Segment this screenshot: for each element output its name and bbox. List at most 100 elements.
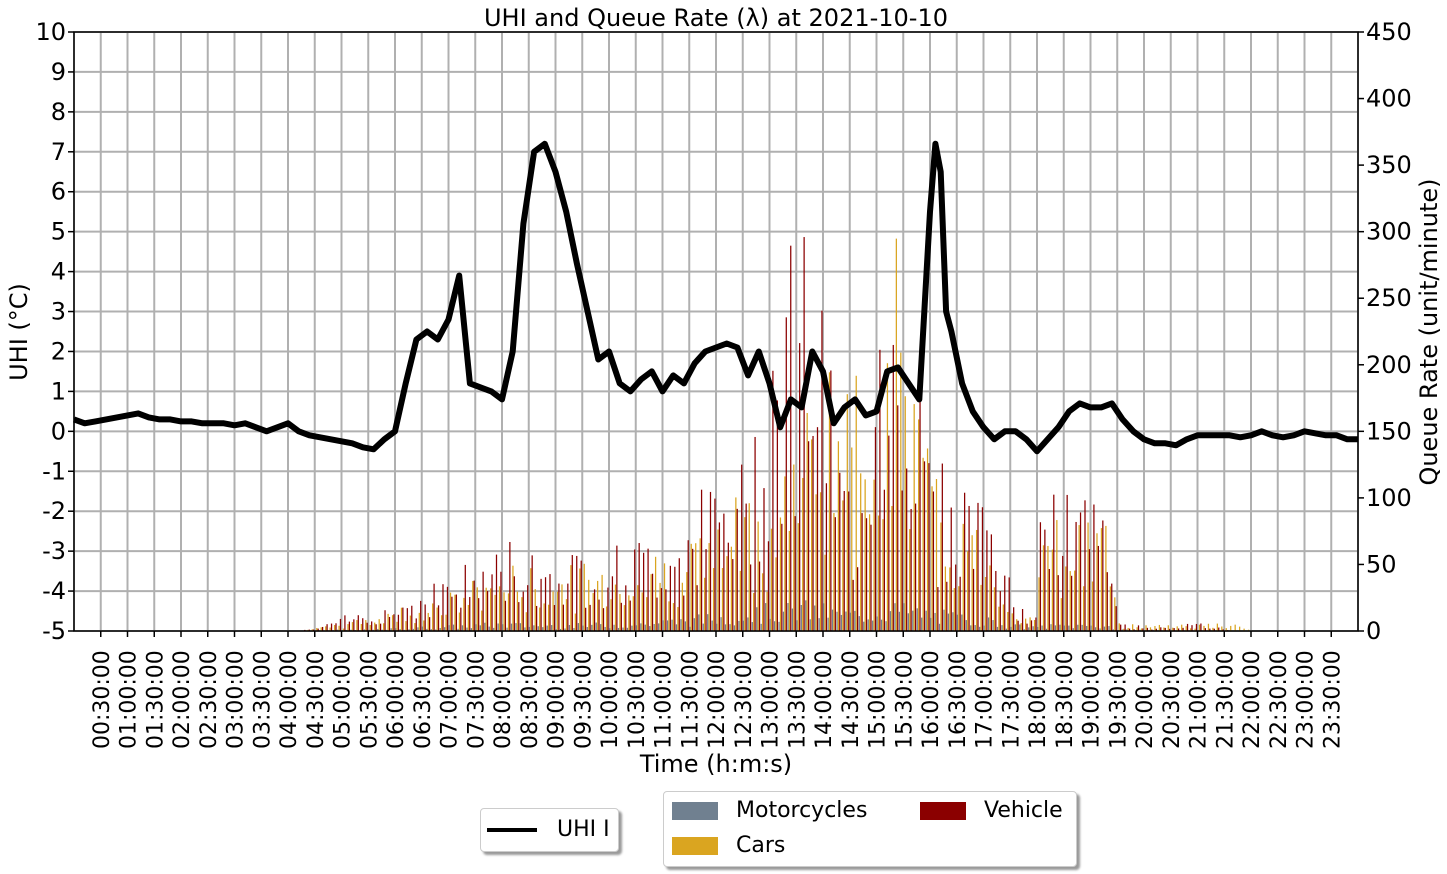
bar-vehicle [995,570,997,631]
bar-motorcycles [707,614,709,631]
bar-cars [436,607,438,631]
bar-vehicle [1213,628,1215,631]
bar-vehicle [741,464,743,631]
bar-motorcycles [439,628,441,631]
bar-cars [396,621,398,631]
bar-vehicle [433,583,435,631]
bar-vehicle [500,571,502,631]
bar-motorcycles [952,612,954,631]
bar-cars [775,557,777,631]
bar-vehicle [732,559,734,631]
bar-motorcycles [631,625,633,631]
bar-motorcycles [555,629,557,631]
bar-motorcycles [970,625,972,631]
bar-motorcycles [635,625,638,631]
bar-vehicle [1120,624,1122,631]
bar-motorcycles [452,624,455,631]
bar-cars [369,624,371,631]
bar-vehicle [709,491,712,631]
bar-cars [1042,545,1045,631]
bar-vehicle [1155,628,1157,631]
left-tick-label: 3 [51,298,66,326]
bar-vehicle [977,502,979,631]
bar-motorcycles [640,623,642,631]
bar-vehicle [763,488,765,631]
bar-vehicle [589,604,591,631]
bar-cars [1145,625,1147,631]
bar-cars [677,607,679,631]
bar-vehicle [888,435,890,631]
bar-motorcycles [1077,624,1079,631]
bar-vehicle [1160,627,1162,631]
bar-vehicle [1133,629,1135,631]
bar-cars [940,522,942,631]
bar-cars [539,607,541,631]
bar-cars [516,591,519,631]
bar-motorcycles [390,628,392,631]
bar-motorcycles [840,614,843,631]
bar-cars [338,625,340,631]
right-tick-label: 300 [1366,218,1412,246]
bar-cars [1002,604,1004,631]
bar-motorcycles [1014,624,1016,631]
bar-cars [842,500,844,631]
bar-vehicle [1218,627,1220,631]
bar-motorcycles [649,626,651,631]
bar-motorcycles [885,621,887,631]
bar-vehicle [986,530,988,631]
bar-motorcycles [814,605,816,631]
bar-vehicle [1017,620,1019,631]
bar-cars [797,523,799,631]
bar-vehicle [807,441,810,631]
bar-vehicle [981,507,984,631]
bar-vehicle [558,583,560,631]
bar-vehicle [437,605,440,631]
bar-cars [659,582,661,631]
x-tick-label: 06:30:00 [411,650,436,749]
bar-vehicle [1013,607,1015,631]
bar-cars [828,372,831,631]
bar-cars [1033,619,1036,631]
bar-cars [704,577,706,631]
bar-motorcycles [426,628,428,631]
bar-vehicle [1146,627,1149,631]
x-tick-label: 03:30:00 [250,650,275,749]
bar-vehicle [696,585,698,631]
bar-vehicle [723,513,725,631]
bar-motorcycles [800,604,802,631]
bar-vehicle [527,585,529,631]
bar-motorcycles [604,626,606,631]
bar-motorcycles [1094,627,1097,631]
bar-vehicle [1186,623,1189,631]
bar-motorcycles [720,617,722,631]
bar-motorcycles [644,624,646,631]
bar-vehicle [999,591,1001,631]
bar-vehicle [535,605,538,631]
legend-label-motorcycles: Motorcycles [736,798,868,823]
left-tick-label: 1 [51,377,66,405]
bar-cars [1025,618,1027,631]
bar-motorcycles [849,612,852,631]
bar-cars [623,605,626,631]
bar-vehicle [313,629,315,631]
x-tick-label: 04:00:00 [277,650,302,749]
bar-vehicle [1079,512,1082,631]
bar-cars [418,612,420,631]
bar-cars [1158,624,1161,631]
bar-motorcycles [626,627,629,631]
x-tick-label: 02:30:00 [197,650,222,749]
bar-cars [975,529,978,631]
bar-vehicle [540,578,542,631]
bar-vehicle [629,600,631,631]
bar-vehicle [580,560,582,631]
bar-motorcycles [591,624,593,631]
bar-vehicle [1128,628,1131,631]
bar-motorcycles [466,627,468,631]
bar-cars [1109,586,1111,631]
bar-cars [1212,627,1214,631]
bar-cars [432,603,434,631]
bar-motorcycles [787,603,789,631]
bar-motorcycles [921,617,923,631]
bar-vehicle [607,587,609,631]
bar-cars [597,580,599,631]
